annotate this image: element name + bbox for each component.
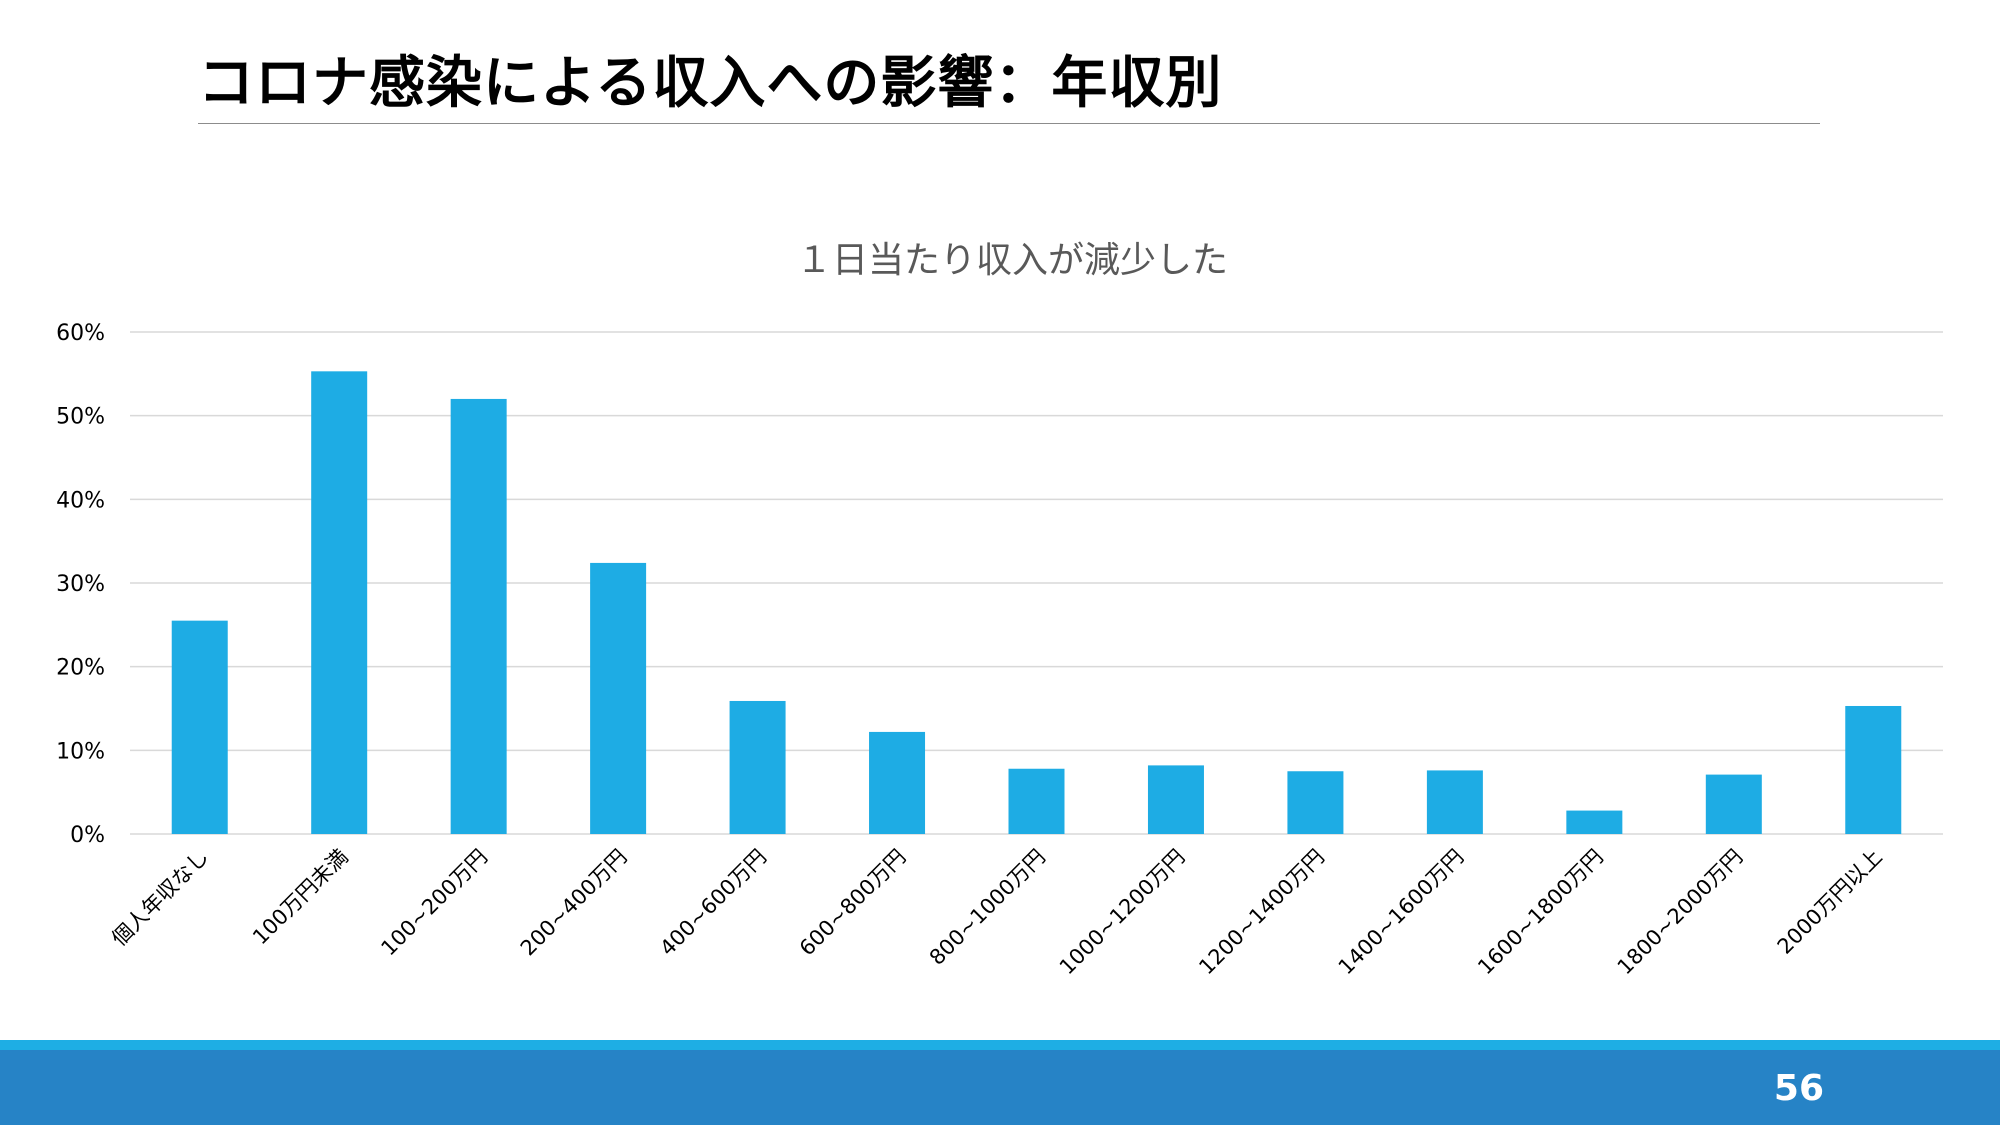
bar (450, 398, 507, 834)
y-axis-ticks: 0% 10% 20% 30% 40% 50% 60% (56, 321, 105, 848)
bar (311, 371, 368, 834)
x-tick-label: 800~1000万円 (925, 845, 1050, 970)
bar (1426, 770, 1483, 834)
y-tick-label: 40% (56, 488, 105, 513)
x-axis-ticks: 個人年収なし 100万円未満 100~200万円 200~400万円 400~600万円… (107, 845, 1887, 980)
x-tick-label: 2000万円以上 (1773, 845, 1887, 959)
x-tick-label: 1600~1800万円 (1473, 845, 1608, 980)
x-tick-label: 1400~1600万円 (1334, 845, 1469, 980)
y-tick-label: 10% (56, 739, 105, 764)
bar (1008, 768, 1065, 834)
bar (1845, 705, 1902, 834)
bar (1566, 810, 1623, 834)
x-tick-label: 個人年収なし (107, 845, 213, 951)
bar (1147, 765, 1204, 834)
y-tick-label: 0% (70, 823, 105, 848)
bar (1287, 771, 1344, 834)
bar (590, 562, 647, 834)
chart-title: １日当たり収入が減少した (796, 240, 1228, 281)
bar (869, 731, 926, 834)
x-tick-label: 600~800万円 (795, 845, 911, 961)
bar (1705, 774, 1762, 834)
x-tick-label: 1000~1200万円 (1055, 845, 1190, 980)
slide-title: コロナ感染による収入への影響：年収別 (198, 51, 1223, 116)
footer-accent-stripe (0, 1040, 2000, 1050)
x-tick-label: 200~400万円 (516, 845, 632, 961)
x-tick-label: 100万円未満 (248, 845, 353, 950)
page-number: 56 (1773, 1068, 1824, 1109)
x-tick-label: 100~200万円 (376, 845, 492, 961)
x-tick-label: 1800~2000万円 (1613, 845, 1748, 980)
title-divider (198, 123, 1820, 124)
x-tick-label: 400~600万円 (655, 845, 771, 961)
y-tick-label: 50% (56, 405, 105, 430)
y-tick-label: 30% (56, 572, 105, 597)
footer-band (0, 1050, 2000, 1125)
bar (729, 700, 786, 834)
gridlines (130, 331, 1943, 835)
y-tick-label: 60% (56, 321, 105, 346)
bar-chart: １日当たり収入が減少した 0% 10% 20% 30% 40% 50% 60% 個人年収なし… (56, 240, 1943, 980)
bars (171, 371, 1902, 834)
y-tick-label: 20% (56, 656, 105, 681)
bar (171, 620, 228, 834)
x-tick-label: 1200~1400万円 (1194, 845, 1329, 980)
